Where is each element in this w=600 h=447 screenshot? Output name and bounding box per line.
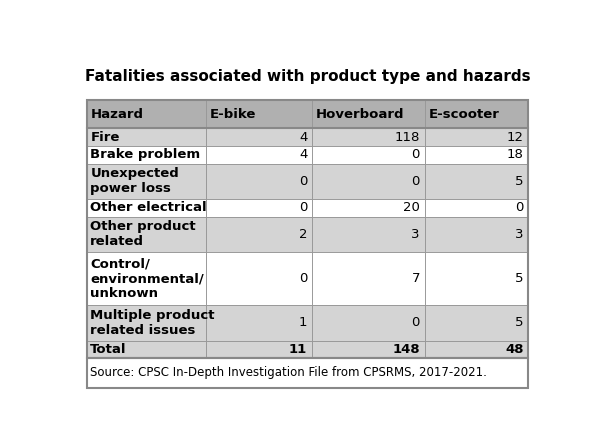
Bar bbox=[86, 100, 529, 128]
Text: Brake problem: Brake problem bbox=[91, 148, 200, 161]
Bar bbox=[86, 128, 529, 146]
Bar bbox=[86, 305, 529, 341]
Bar bbox=[86, 164, 529, 199]
Text: 5: 5 bbox=[515, 175, 524, 188]
Text: Fatalities associated with product type and hazards: Fatalities associated with product type … bbox=[85, 69, 530, 84]
Text: 7: 7 bbox=[412, 272, 420, 285]
Text: 148: 148 bbox=[392, 343, 420, 356]
Text: 0: 0 bbox=[412, 175, 420, 188]
Text: Unexpected
power loss: Unexpected power loss bbox=[91, 167, 179, 195]
Text: 0: 0 bbox=[299, 175, 307, 188]
Text: 0: 0 bbox=[299, 272, 307, 285]
Text: Other electrical: Other electrical bbox=[91, 202, 207, 215]
Text: 1: 1 bbox=[299, 316, 307, 329]
Text: 20: 20 bbox=[403, 202, 420, 215]
Text: 3: 3 bbox=[412, 228, 420, 241]
Text: Other product
related: Other product related bbox=[91, 220, 196, 249]
Text: 0: 0 bbox=[515, 202, 524, 215]
Text: E-scooter: E-scooter bbox=[428, 108, 499, 121]
Text: 3: 3 bbox=[515, 228, 524, 241]
Text: 11: 11 bbox=[289, 343, 307, 356]
Text: 0: 0 bbox=[299, 202, 307, 215]
Text: 4: 4 bbox=[299, 131, 307, 143]
Text: Fire: Fire bbox=[91, 131, 120, 143]
Bar bbox=[86, 146, 529, 164]
Text: Total: Total bbox=[91, 343, 127, 356]
Bar bbox=[86, 252, 529, 305]
Text: Source: CPSC In-Depth Investigation File from CPSRMS, 2017-2021.: Source: CPSC In-Depth Investigation File… bbox=[91, 367, 487, 380]
Text: 5: 5 bbox=[515, 316, 524, 329]
Bar bbox=[86, 100, 529, 358]
Text: Control/
environmental/
unknown: Control/ environmental/ unknown bbox=[91, 257, 204, 300]
Text: 0: 0 bbox=[412, 316, 420, 329]
Text: 48: 48 bbox=[505, 343, 524, 356]
Text: 0: 0 bbox=[412, 148, 420, 161]
Bar bbox=[86, 217, 529, 252]
Bar bbox=[86, 358, 529, 388]
Text: Multiple product
related issues: Multiple product related issues bbox=[91, 309, 215, 337]
Text: E-bike: E-bike bbox=[209, 108, 256, 121]
Bar bbox=[86, 341, 529, 358]
Text: 12: 12 bbox=[507, 131, 524, 143]
Text: 4: 4 bbox=[299, 148, 307, 161]
Text: 118: 118 bbox=[395, 131, 420, 143]
Text: Hazard: Hazard bbox=[91, 108, 143, 121]
Bar bbox=[86, 199, 529, 217]
Text: 5: 5 bbox=[515, 272, 524, 285]
Text: Hoverboard: Hoverboard bbox=[316, 108, 404, 121]
Text: 18: 18 bbox=[507, 148, 524, 161]
Text: 2: 2 bbox=[299, 228, 307, 241]
